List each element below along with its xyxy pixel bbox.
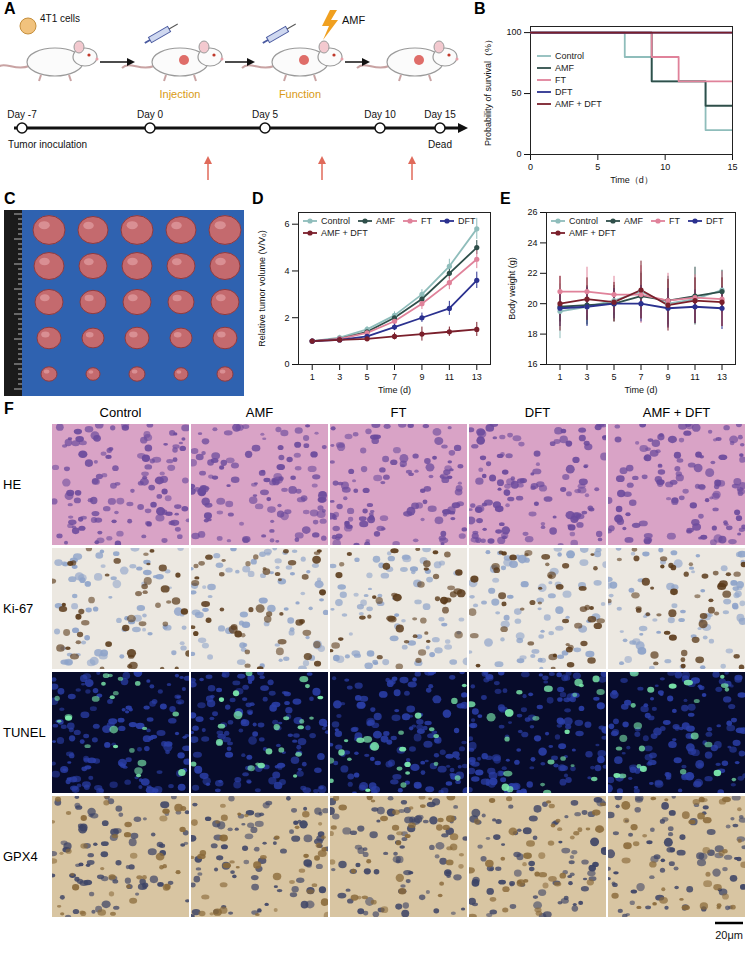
svg-text:4T1 cells: 4T1 cells: [40, 13, 80, 24]
svg-text:AMF: AMF: [342, 14, 366, 26]
svg-text:Dead: Dead: [428, 139, 452, 150]
svg-text:22: 22: [527, 268, 537, 278]
svg-text:13: 13: [472, 372, 482, 382]
html-text:DFT: DFT: [524, 405, 551, 420]
html-text:FT: FT: [390, 405, 407, 420]
html-text:AMF + DFT: AMF + DFT: [642, 405, 711, 420]
html-text:AMF + DFT: AMF + DFT: [569, 228, 616, 238]
svg-text:1: 1: [310, 372, 315, 382]
html-text:AMF: AMF: [376, 216, 395, 226]
html-text:Control: Control: [569, 216, 598, 226]
html-text:C: C: [4, 190, 16, 207]
svg-text:Day 15: Day 15: [424, 109, 456, 120]
svg-text:Day 5: Day 5: [252, 109, 279, 120]
html-text:TUNEL: TUNEL: [3, 724, 46, 740]
svg-text:Tumor inoculation: Tumor inoculation: [8, 139, 87, 150]
html-text:D: D: [252, 190, 264, 207]
html-text:AMF + DFT: AMF + DFT: [321, 228, 368, 238]
svg-text:20: 20: [527, 299, 537, 309]
svg-text:10: 10: [660, 162, 670, 172]
html-text:HE: HE: [3, 476, 22, 492]
html-text:AMF: AMF: [245, 405, 274, 420]
svg-text:9: 9: [665, 372, 670, 382]
svg-text:6: 6: [284, 219, 289, 229]
svg-text:Injection: Injection: [160, 88, 201, 100]
html-text:FT: FT: [421, 216, 432, 226]
html-text:GPX4: GPX4: [3, 848, 38, 864]
svg-text:13: 13: [717, 372, 727, 382]
svg-text:Probability of survival（%）: Probability of survival（%）: [483, 35, 493, 146]
svg-text:0: 0: [284, 359, 289, 369]
html-text:DFT: DFT: [706, 216, 724, 226]
svg-text:4: 4: [284, 266, 289, 276]
html-text:Control: Control: [99, 405, 142, 420]
svg-text:11: 11: [445, 372, 454, 382]
html-text:E: E: [500, 190, 511, 207]
svg-text:Day -7: Day -7: [7, 109, 37, 120]
svg-text:11: 11: [690, 372, 699, 382]
svg-text:50: 50: [511, 88, 521, 98]
html-text:DFT: DFT: [555, 87, 573, 97]
svg-text:100: 100: [506, 27, 521, 37]
svg-text:Function: Function: [279, 88, 321, 100]
svg-text:Day 0: Day 0: [137, 109, 164, 120]
svg-text:5: 5: [365, 372, 370, 382]
svg-text:5: 5: [595, 162, 600, 172]
html-text:Control: Control: [321, 216, 350, 226]
svg-text:2: 2: [284, 313, 289, 323]
svg-text:7: 7: [638, 372, 643, 382]
svg-text:1: 1: [557, 372, 562, 382]
html-text:Control: Control: [555, 51, 584, 61]
svg-text:7: 7: [392, 372, 397, 382]
html-text:FT: FT: [555, 75, 566, 85]
svg-text:0: 0: [528, 162, 533, 172]
html-text:AMF + DFT: AMF + DFT: [555, 99, 602, 109]
html-text:A: A: [4, 0, 16, 17]
svg-text:Body weight (g): Body weight (g): [507, 257, 517, 320]
html-text:Ki-67: Ki-67: [3, 600, 34, 616]
svg-text:3: 3: [584, 372, 589, 382]
svg-text:Relative tumor volume (V/V₀): Relative tumor volume (V/V₀): [257, 230, 267, 346]
svg-text:0: 0: [516, 149, 521, 159]
svg-text:9: 9: [419, 372, 424, 382]
svg-text:16: 16: [527, 359, 537, 369]
svg-text:20μm: 20μm: [715, 929, 743, 941]
html-text:DFT: DFT: [458, 216, 476, 226]
svg-text:Time (d): Time (d): [624, 385, 657, 395]
html-text:F: F: [4, 400, 14, 417]
html-text:AMF: AMF: [624, 216, 643, 226]
svg-text:24: 24: [527, 238, 537, 248]
svg-text:Time (d): Time (d): [378, 385, 411, 395]
svg-text:5: 5: [611, 372, 616, 382]
svg-text:26: 26: [527, 207, 537, 217]
html-text:B: B: [474, 0, 486, 17]
html-text:AMF: AMF: [555, 63, 574, 73]
svg-text:Day 10: Day 10: [364, 109, 396, 120]
svg-text:18: 18: [527, 329, 537, 339]
svg-text:3: 3: [337, 372, 342, 382]
html-text:FT: FT: [669, 216, 680, 226]
svg-text:15: 15: [727, 162, 737, 172]
svg-text:Time（d）: Time（d）: [610, 175, 653, 185]
